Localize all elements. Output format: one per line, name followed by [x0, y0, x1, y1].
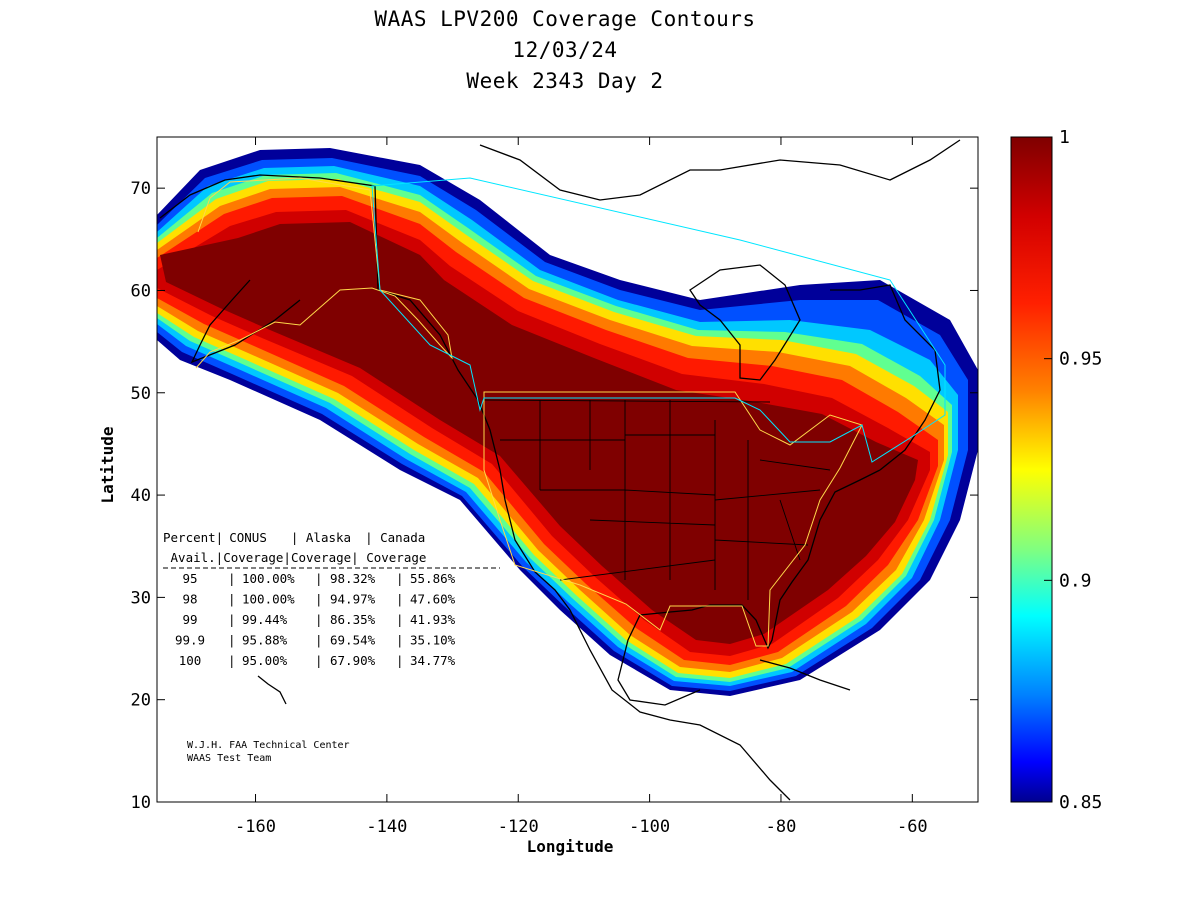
row-sep: |: [315, 633, 323, 648]
table-row: 95 | 100.00% | 98.32% | 55.86%: [182, 571, 455, 586]
colorbar-tick-label: 0.85: [1059, 792, 1102, 813]
x-tick-label: -60: [897, 817, 928, 837]
row-canada: 34.77%: [410, 653, 456, 668]
row-sep: |: [228, 653, 236, 668]
y-tick-label: 20: [131, 691, 151, 711]
service-region-outlines: [195, 177, 946, 647]
row-canada: 35.10%: [410, 633, 456, 648]
row-percent: 99.9: [175, 633, 205, 648]
row-sep: |: [315, 592, 323, 607]
row-sep: |: [396, 592, 404, 607]
x-tick-label: -160: [235, 817, 276, 837]
state-boundaries: [483, 399, 831, 600]
row-sep: |: [228, 612, 236, 627]
row-canada: 55.86%: [410, 571, 456, 586]
chart-date: 12/03/24: [512, 38, 618, 62]
row-percent: 98: [182, 592, 197, 607]
row-conus: 100.00%: [242, 571, 295, 586]
cuba: [759, 659, 851, 691]
row-alaska: 86.35%: [330, 612, 376, 627]
row-canada: 41.93%: [410, 612, 456, 627]
table-row: 99 | 99.44% | 86.35% | 41.93%: [182, 612, 455, 627]
row-alaska: 94.97%: [330, 592, 376, 607]
row-sep: |: [396, 633, 404, 648]
contour-band-1.0: [160, 222, 918, 644]
hawaii: [257, 675, 287, 705]
row-alaska: 98.32%: [330, 571, 376, 586]
row-conus: 99.44%: [242, 612, 288, 627]
plot-frame: [156, 136, 979, 803]
table-header-row-2: Avail.|Coverage|Coverage| Coverage: [163, 550, 426, 565]
conus-region-outline: [483, 391, 863, 647]
coastlines: [159, 139, 961, 801]
row-sep: |: [396, 571, 404, 586]
colorbar: [1010, 136, 1053, 803]
y-axis-label: Latitude: [98, 426, 117, 503]
canada-region-outline: [371, 177, 946, 463]
us-east-coast: [669, 469, 881, 650]
x-tick-label: -100: [629, 817, 670, 837]
colorbar-ticks: 1 0.95 0.9 0.85: [1044, 127, 1102, 813]
row-alaska: 67.90%: [330, 653, 376, 668]
table-rows: 95 | 100.00% | 98.32% | 55.86% 98 | 100.00% | 94.97…: [175, 571, 456, 668]
us-north-border: [483, 399, 771, 403]
x-tick-label: -120: [498, 817, 539, 837]
y-axis: 10 20 30 40 50 60 70: [131, 179, 978, 813]
row-sep: |: [315, 653, 323, 668]
state-lines: [500, 400, 831, 600]
hudson-bay: [689, 264, 801, 381]
chart-title: WAAS LPV200 Coverage Contours: [374, 7, 756, 31]
table-header-row-1: Percent| CONUS | Alaska | Canada: [163, 530, 425, 545]
x-axis: -160 -140 -120 -100 -80 -60: [235, 137, 928, 837]
y-tick-label: 50: [131, 384, 151, 404]
x-axis-label: Longitude: [527, 837, 614, 856]
y-tick-label: 10: [131, 793, 151, 813]
row-canada: 47.60%: [410, 592, 456, 607]
row-conus: 95.00%: [242, 653, 288, 668]
credit-line-1: W.J.H. FAA Technical Center: [187, 740, 350, 751]
row-conus: 95.88%: [242, 633, 288, 648]
credit-line-2: WAAS Test Team: [187, 753, 271, 764]
table-row: 99.9 | 95.88% | 69.54% | 35.10%: [175, 633, 456, 648]
colorbar-tick-label: 0.95: [1059, 349, 1102, 370]
y-tick-label: 60: [131, 281, 151, 301]
canada-arctic-coast: [479, 139, 961, 201]
row-sep: |: [228, 592, 236, 607]
coverage-table: Percent| CONUS | Alaska | Canada Avail.|Cov…: [163, 530, 500, 668]
us-west-coast: [477, 399, 791, 801]
row-sep: |: [228, 633, 236, 648]
row-percent: 95: [182, 571, 197, 586]
row-sep: |: [396, 612, 404, 627]
chart-week-day: Week 2343 Day 2: [466, 69, 664, 93]
y-tick-label: 70: [131, 179, 151, 199]
x-tick-label: -140: [366, 817, 407, 837]
colorbar-tick-label: 1: [1059, 127, 1070, 148]
y-tick-label: 40: [131, 486, 151, 506]
row-alaska: 69.54%: [330, 633, 376, 648]
row-sep: |: [228, 571, 236, 586]
coverage-contours: [157, 148, 978, 696]
row-percent: 100: [179, 653, 202, 668]
row-sep: |: [396, 653, 404, 668]
x-tick-label: -80: [766, 817, 797, 837]
row-percent: 99: [182, 612, 197, 627]
table-row: 98 | 100.00% | 94.97% | 47.60%: [182, 592, 455, 607]
colorbar-tick-label: 0.9: [1059, 570, 1092, 591]
row-sep: |: [315, 612, 323, 627]
alaska-region-outline: [195, 177, 453, 369]
row-sep: |: [315, 571, 323, 586]
table-row: 100 | 95.00% | 67.90% | 34.77%: [179, 653, 456, 668]
row-conus: 100.00%: [242, 592, 295, 607]
y-tick-label: 30: [131, 588, 151, 608]
